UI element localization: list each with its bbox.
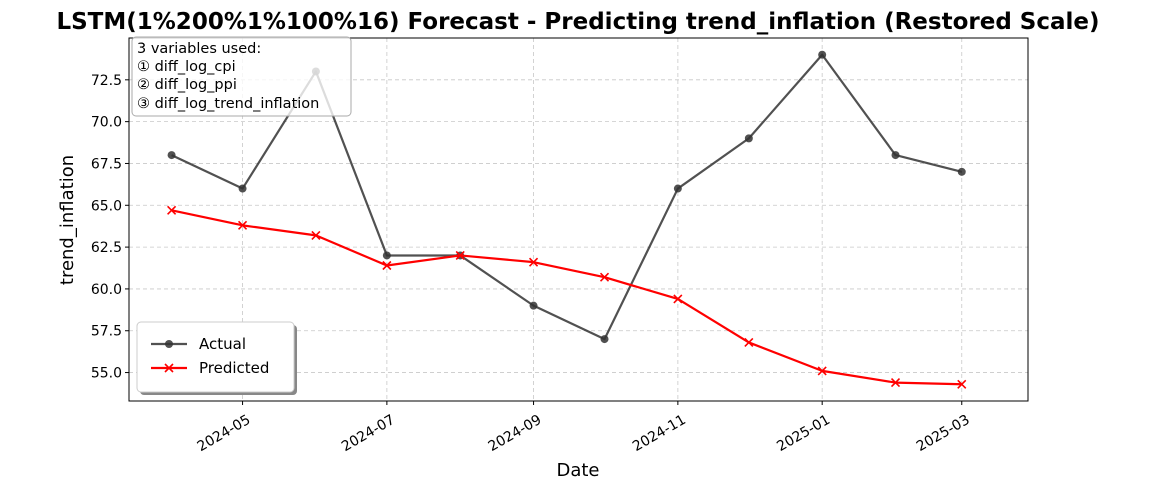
actual-point (891, 151, 900, 160)
plot-area-frame (128, 37, 1029, 402)
annotation-line: ② diff_log_ppi (137, 77, 237, 93)
actual-point (529, 301, 538, 310)
actual-point (167, 151, 176, 160)
y-axis-label: trend_inflation (57, 155, 78, 285)
predicted-point (237, 220, 248, 230)
y-tick-label: 57.5 (91, 324, 122, 340)
actual-point (673, 184, 682, 193)
legend-predicted-label: Predicted (199, 359, 269, 377)
actual-point (382, 251, 391, 260)
variables-annotation: 3 variables used: ① diff_log_cpi ② diff_… (131, 36, 352, 117)
predicted-point (673, 294, 683, 304)
x-axis-label: Date (556, 460, 599, 481)
series-line-predicted (171, 209, 962, 386)
actual-point (957, 167, 966, 176)
predicted-point (311, 230, 321, 240)
annotation-box (131, 36, 352, 117)
actual-point (238, 184, 247, 193)
y-tick-label: 70.0 (91, 115, 122, 131)
predicted-point (744, 337, 754, 348)
legend-predicted-marker (164, 363, 174, 373)
y-axis-ticks: 55.0 57.5 60.0 62.5 65.0 67.5 70.0 72.5 (91, 73, 129, 382)
y-tick-label: 62.5 (91, 240, 122, 256)
annotation-line: 3 variables used: (137, 41, 261, 57)
predicted-point (599, 272, 610, 282)
legend-actual-marker (165, 340, 173, 348)
predicted-point (817, 366, 827, 376)
legend-box (136, 321, 295, 393)
predicted-point (957, 379, 967, 389)
predicted-point (382, 260, 392, 271)
legend-item-actual: Actual (151, 335, 246, 353)
chart-title: LSTM(1%200%1%100%16) Forecast - Predicti… (56, 9, 1099, 35)
actual-point (600, 335, 609, 344)
y-tick-label: 60.0 (91, 282, 122, 298)
predicted-point (167, 205, 177, 215)
annotation-line: ① diff_log_cpi (137, 59, 236, 75)
predicted-point (528, 257, 539, 267)
legend-item-predicted: Predicted (151, 359, 269, 377)
annotation-line: ③ diff_log_trend_inflation (137, 96, 319, 112)
predicted-point (455, 250, 465, 261)
y-tick-label: 67.5 (91, 156, 122, 172)
actual-point (818, 50, 827, 59)
y-tick-label: 65.0 (91, 198, 122, 214)
predicted-point (890, 378, 901, 388)
legend-actual-label: Actual (199, 335, 246, 353)
actual-point (744, 134, 753, 143)
legend: Actual Predicted (136, 321, 297, 395)
y-tick-label: 55.0 (91, 366, 122, 382)
y-tick-label: 72.5 (91, 73, 122, 89)
